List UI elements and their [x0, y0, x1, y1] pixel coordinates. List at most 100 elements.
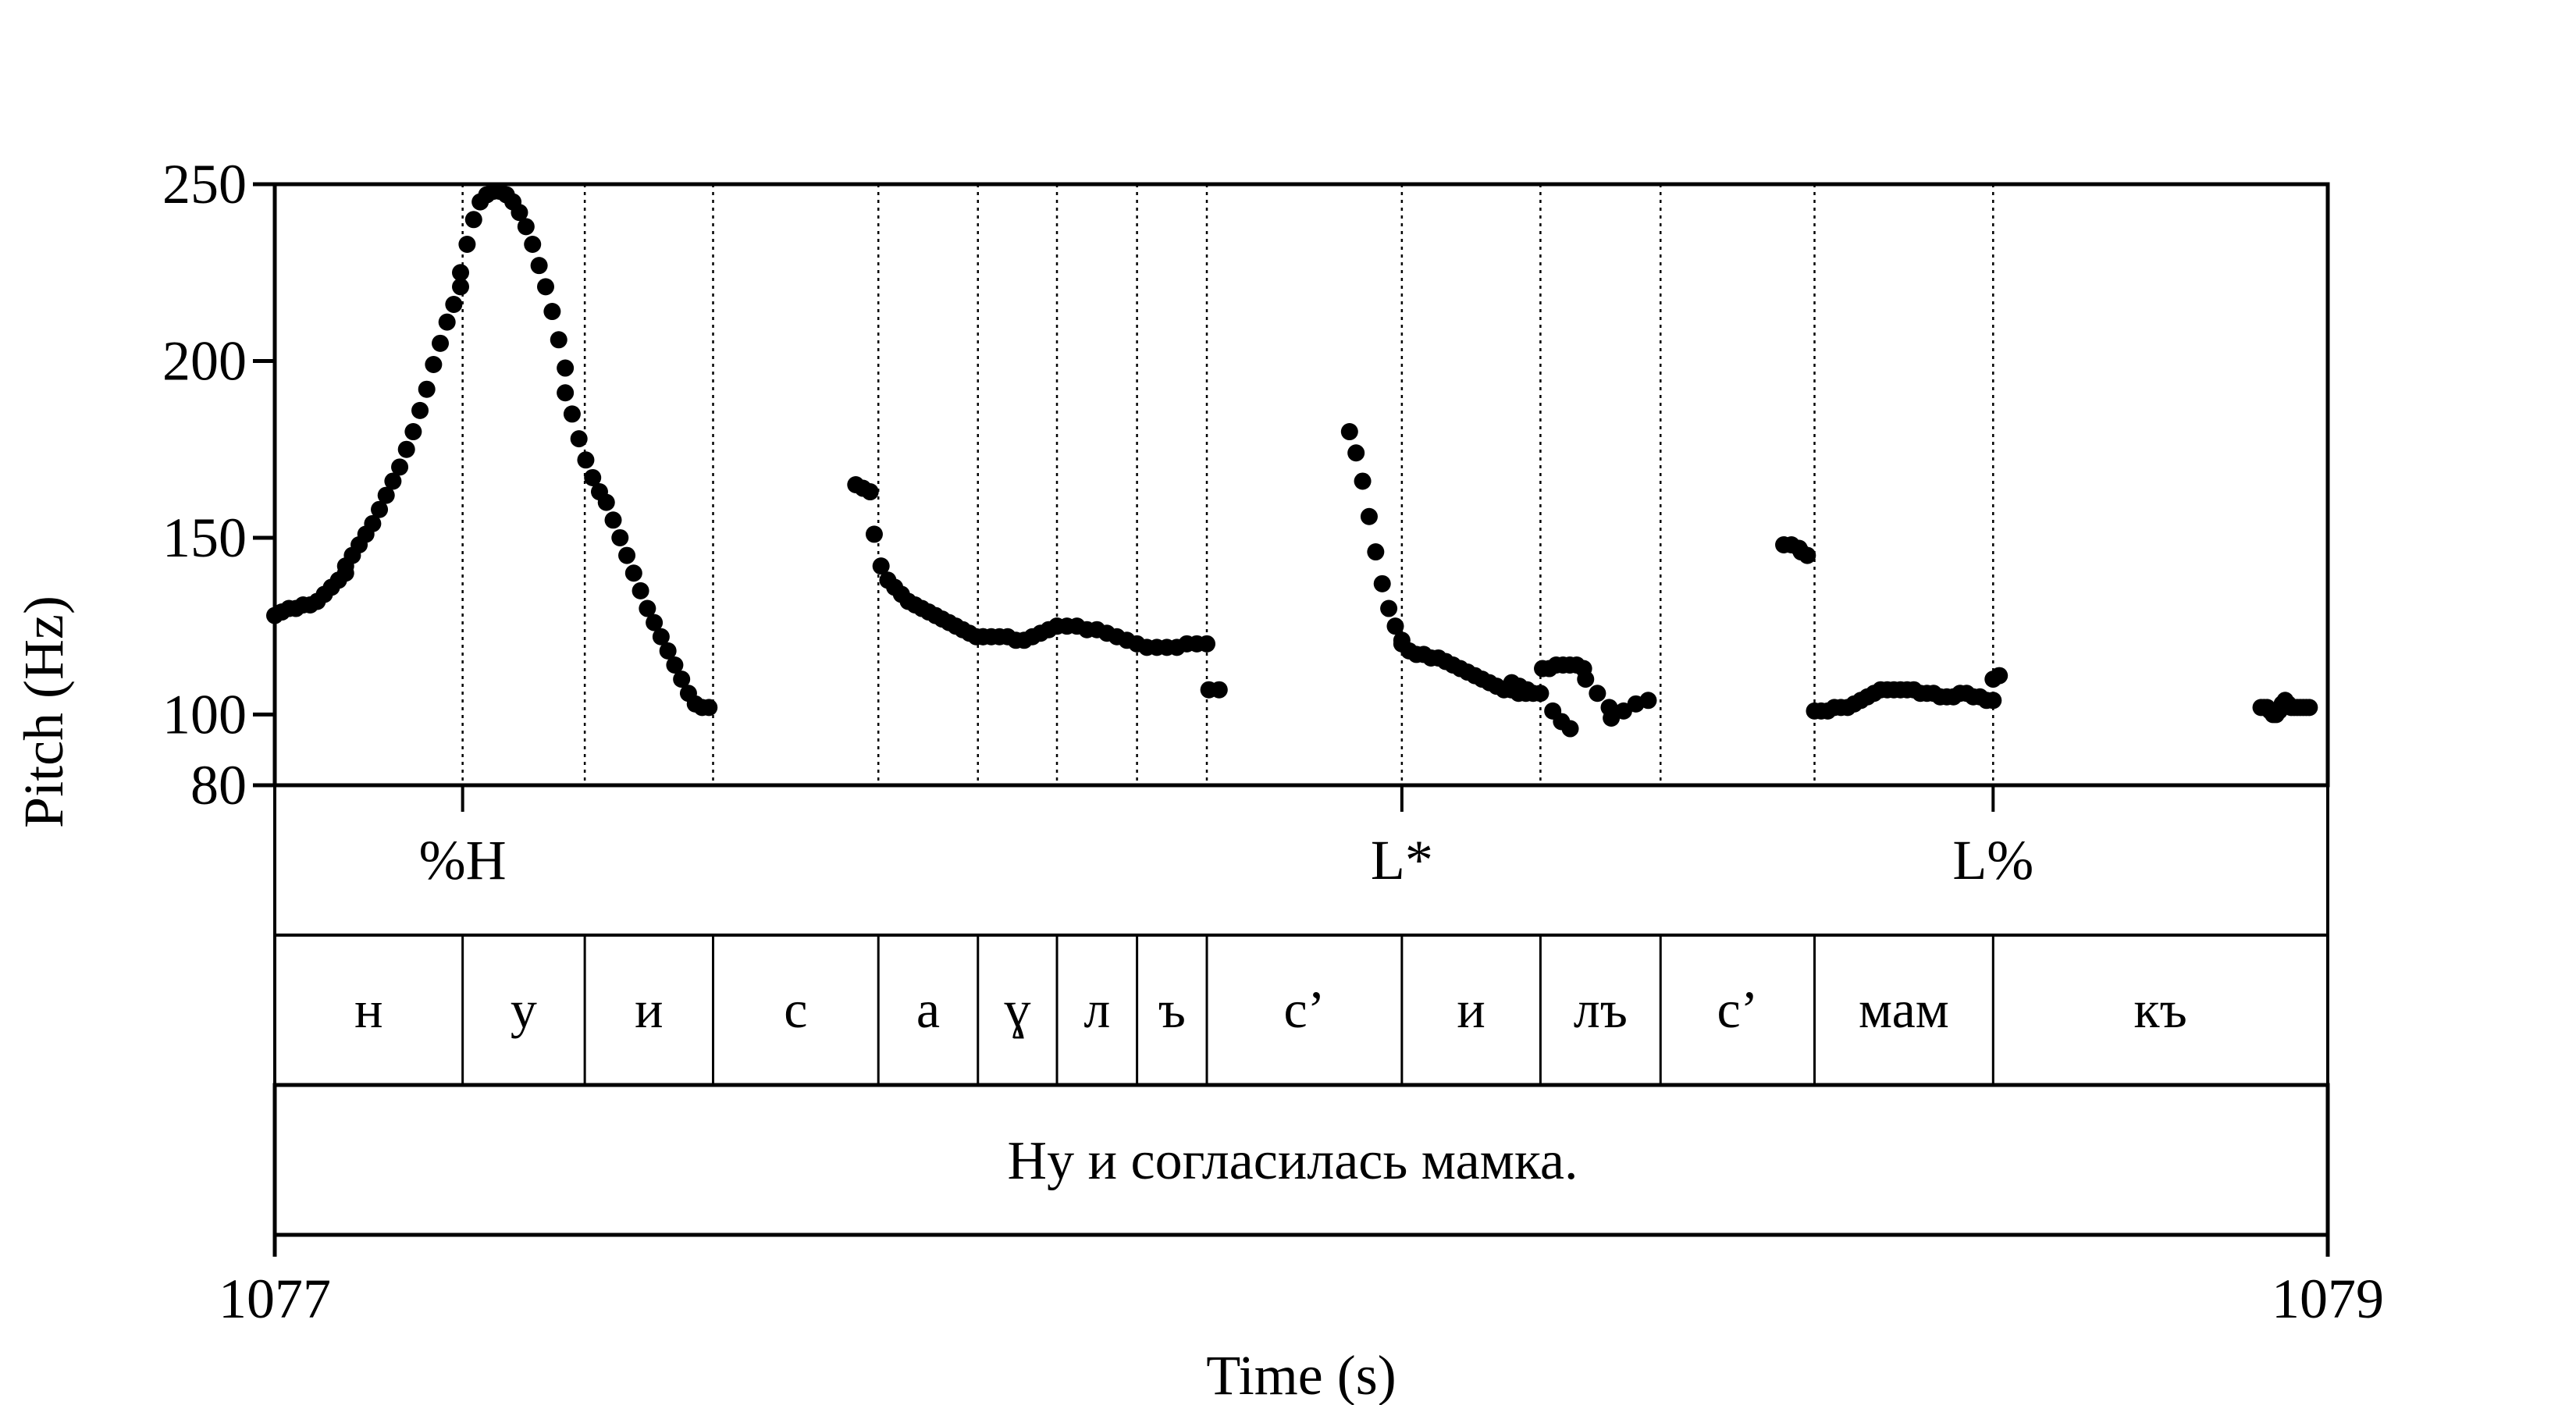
pitch-point — [1639, 692, 1657, 710]
pitch-point — [700, 699, 718, 717]
segment-label: и — [1457, 980, 1485, 1039]
pitch-point — [646, 614, 664, 631]
pitch-point — [438, 313, 456, 331]
pitch-point — [652, 628, 670, 646]
pitch-point — [517, 218, 535, 236]
tone-label: L* — [1371, 829, 1433, 891]
pitch-point — [624, 564, 642, 582]
pitch-point — [2300, 699, 2318, 717]
pitch-point — [1589, 685, 1606, 702]
pitch-point — [604, 511, 622, 529]
pitch-point — [1340, 423, 1358, 441]
pitch-point — [397, 440, 415, 458]
pitch-point — [557, 384, 575, 402]
pitch-point — [364, 514, 382, 532]
pitch-point — [411, 401, 429, 419]
pitch-point — [1984, 692, 2002, 710]
pitch-point — [659, 642, 677, 660]
pitch-point — [632, 582, 649, 599]
tone-label: L% — [1952, 829, 2033, 891]
pitch-point — [511, 204, 528, 222]
pitch-point — [1386, 617, 1404, 635]
segment-label: л — [1083, 980, 1110, 1039]
segment-label: мам — [1859, 980, 1949, 1039]
pitch-point — [445, 296, 463, 313]
pitch-point — [557, 359, 575, 377]
y-axis-tick-label: 150 — [162, 507, 247, 569]
segment-label: ɣ — [1004, 980, 1030, 1039]
segment-tier-cells: н у и с а ɣ л ъ с’ и лъ с’ мам къ — [354, 935, 2187, 1085]
segment-label: у — [511, 980, 537, 1039]
pitch-point — [550, 331, 568, 349]
pitch-point — [673, 670, 691, 688]
pitch-point — [584, 468, 602, 486]
pitch-point — [1532, 685, 1550, 702]
pitch-point — [1373, 574, 1391, 592]
pitch-point — [536, 278, 554, 296]
pitch-point — [639, 599, 656, 617]
y-axis-tick-label: 80 — [190, 754, 247, 816]
pitch-point — [377, 486, 395, 504]
segment-label: н — [354, 980, 382, 1039]
pitch-point — [563, 405, 581, 423]
pitch-point — [577, 451, 595, 469]
pitch-point — [597, 493, 615, 511]
pitch-point — [1380, 599, 1398, 617]
pitch-point — [1577, 670, 1595, 688]
pitch-point — [666, 656, 684, 674]
pitch-point — [1561, 720, 1579, 738]
sentence-tier — [272, 1083, 2330, 1237]
sentence-label: Ну и согласилась мамка. — [1008, 1131, 1578, 1191]
pitch-point — [464, 211, 482, 229]
segment-label: къ — [2134, 980, 2187, 1039]
pitch-point — [371, 500, 389, 518]
pitch-point — [861, 483, 879, 501]
pitch-point — [404, 423, 422, 441]
pitch-point — [1360, 507, 1378, 525]
y-axis-tick-label: 250 — [162, 153, 247, 215]
pitch-point — [543, 303, 561, 321]
pitch-point — [452, 264, 470, 282]
segment-label: с — [784, 980, 807, 1039]
pitch-point — [384, 472, 402, 490]
pitch-point — [1347, 444, 1365, 462]
pitch-point — [618, 546, 636, 564]
y-axis-label: Pitch (Hz) — [12, 596, 75, 828]
pitch-point — [1210, 681, 1228, 699]
pitch-point — [524, 236, 542, 253]
y-axis-tick-label: 100 — [162, 683, 247, 745]
pitch-point — [872, 557, 890, 575]
pitch-point — [1198, 635, 1216, 653]
pitch-point — [418, 380, 436, 398]
pitch-panel-frame — [272, 182, 2330, 788]
pitch-contour — [266, 183, 2318, 738]
pitch-point — [452, 278, 470, 296]
pitch-point — [530, 257, 548, 275]
y-axis: 80 100 150 200 250 — [162, 153, 275, 816]
tone-label: %H — [419, 829, 507, 891]
segment-label: с’ — [1717, 980, 1758, 1039]
segment-label: ъ — [1158, 980, 1186, 1039]
pitch-point — [570, 430, 588, 448]
pitch-point — [458, 236, 476, 253]
pitch-point — [865, 525, 883, 543]
pitch-point — [1799, 546, 1816, 564]
pitch-point — [1354, 472, 1372, 490]
pitch-point — [1367, 543, 1385, 561]
pitch-point — [425, 356, 443, 373]
segment-label: с’ — [1284, 980, 1325, 1039]
x-axis-label: Time (s) — [1206, 1344, 1396, 1405]
segment-label: а — [916, 980, 940, 1039]
pitch-point — [391, 458, 409, 476]
pitch-point — [611, 528, 629, 546]
pitch-point — [1518, 681, 1536, 699]
pitch-point — [1991, 667, 2008, 685]
x-axis-tick-label-end: 1079 — [2272, 1268, 2384, 1330]
pitch-point — [432, 334, 450, 352]
y-axis-tick-label: 200 — [162, 329, 247, 392]
tone-tier-marks: %H L* L% — [419, 785, 2033, 891]
segment-label: и — [635, 980, 663, 1039]
x-axis-tick-label-start: 1077 — [219, 1268, 331, 1330]
segment-label: лъ — [1574, 980, 1628, 1039]
